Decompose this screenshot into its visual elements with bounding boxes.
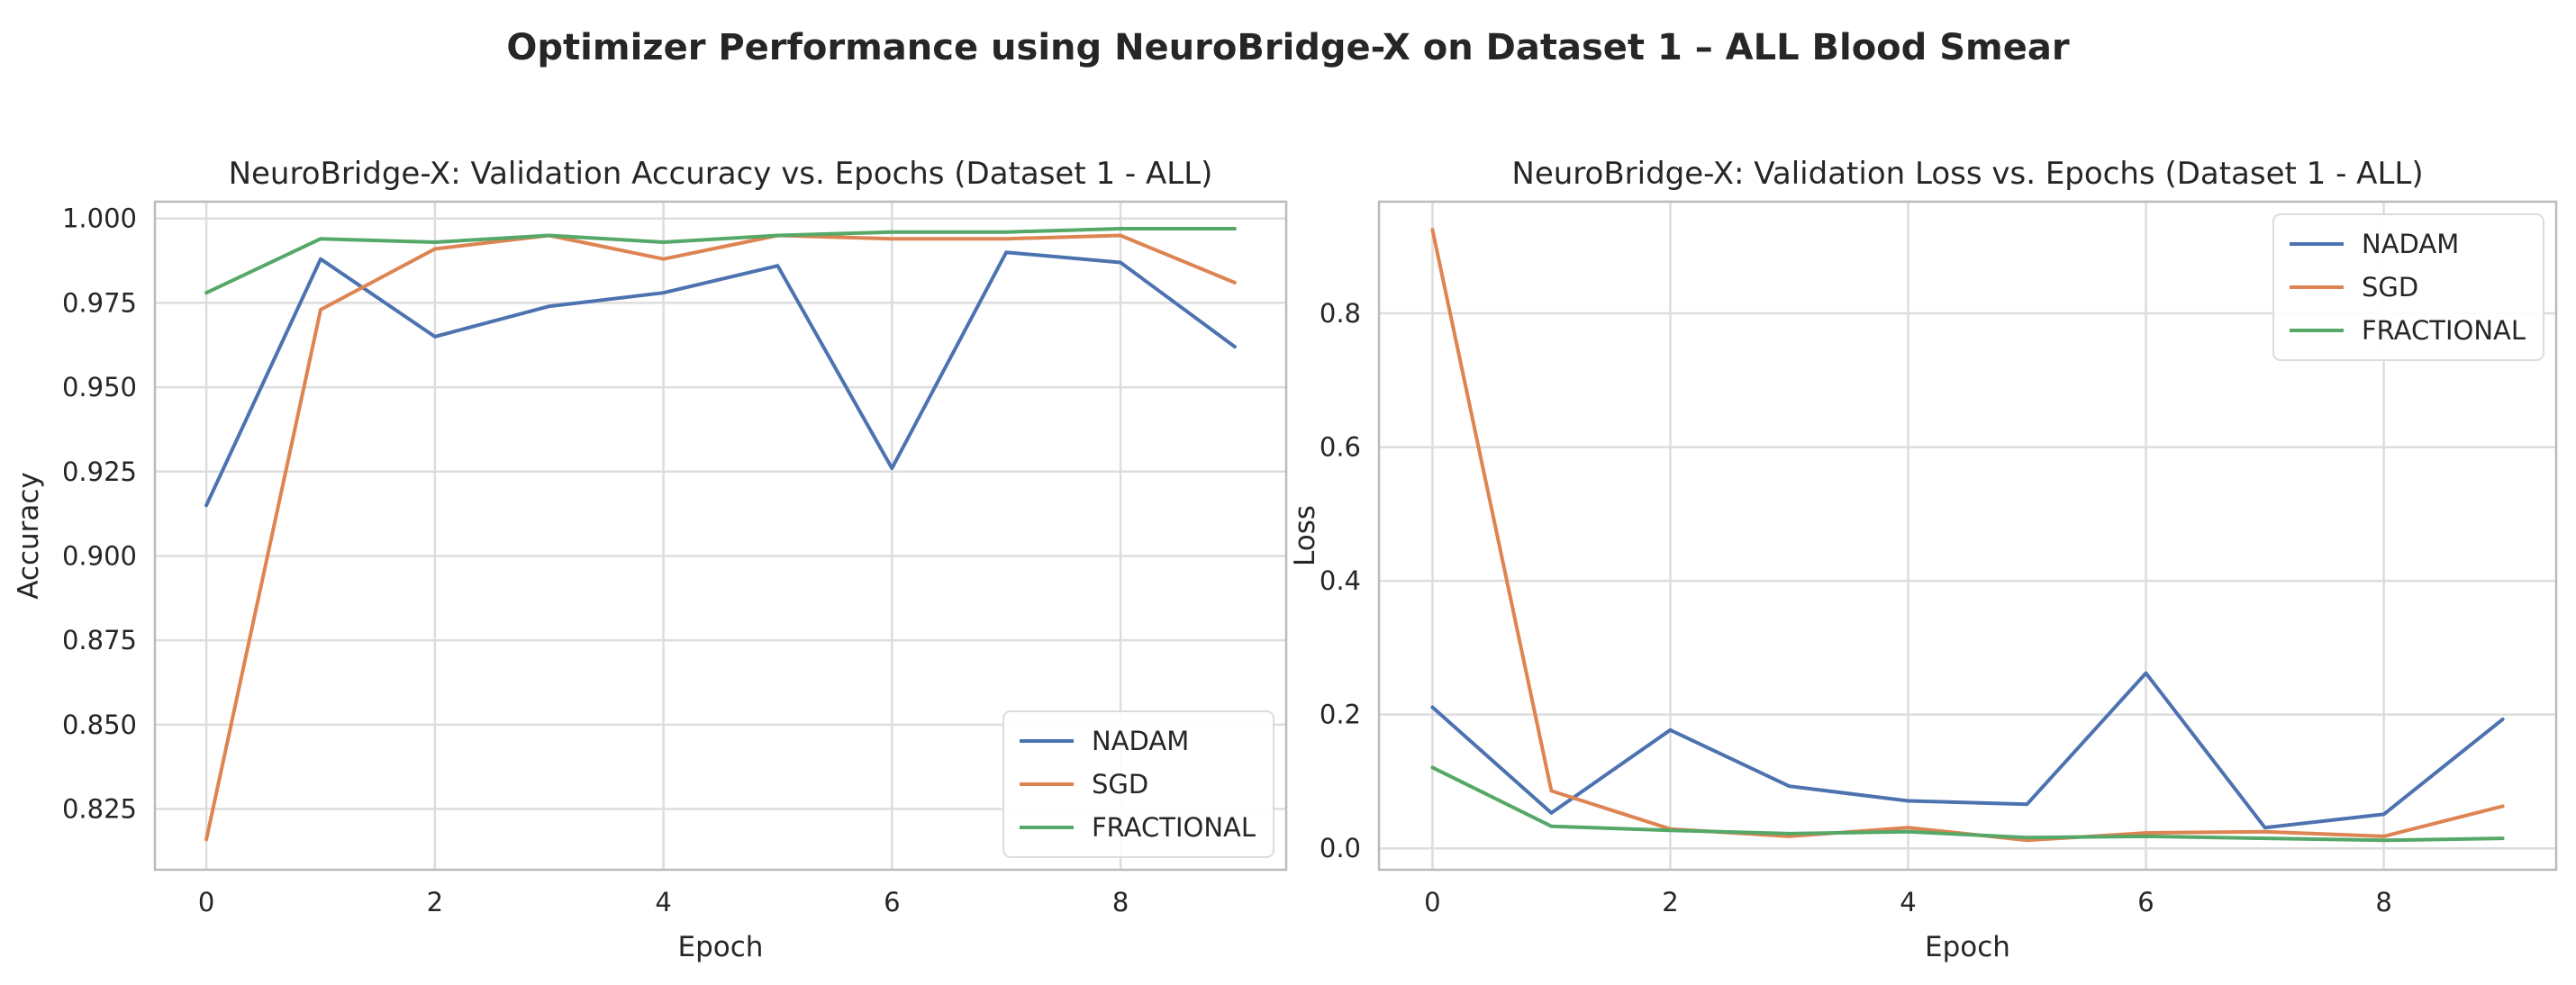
accuracy-y-tick-label: 0.900 xyxy=(62,540,137,571)
loss-legend-label-fractional: FRACTIONAL xyxy=(2362,315,2526,346)
accuracy-x-tick-label: 4 xyxy=(655,887,671,917)
accuracy-chart: 0 2 4 6 8 0.825 0.850 0.875 0.900 0.925 0.950 0.975… xyxy=(13,156,1288,963)
loss-plot-frame xyxy=(1377,200,2558,872)
accuracy-x-tick-label: 0 xyxy=(198,887,214,917)
accuracy-legend-box xyxy=(1002,710,1274,858)
loss-series-line-fractional xyxy=(1430,765,2505,843)
loss-legend: NADAM SGD FRACTIONAL xyxy=(2272,213,2544,361)
loss-x-tick-label: 6 xyxy=(2137,887,2154,917)
loss-y-tick-label: 0.6 xyxy=(1320,432,1361,463)
loss-y-tick-label: 0.8 xyxy=(1320,298,1361,329)
accuracy-series-line-fractional xyxy=(204,227,1237,295)
loss-x-tick-label: 0 xyxy=(1424,887,1440,917)
loss-chart: 0 2 4 6 8 0.0 0.2 0.4 0.6 0.8 NeuroBridge-X: Valid… xyxy=(1289,156,2558,963)
accuracy-y-tick-label: 0.875 xyxy=(62,625,137,655)
accuracy-series-line-sgd xyxy=(204,233,1237,842)
loss-x-tick-label: 2 xyxy=(1662,887,1678,917)
accuracy-legend-label-sgd: SGD xyxy=(1092,769,1148,800)
loss-legend-label-sgd: SGD xyxy=(2362,272,2418,303)
accuracy-y-axis-label: Accuracy xyxy=(13,472,45,600)
accuracy-x-tick-label: 2 xyxy=(427,887,443,917)
loss-legend-box xyxy=(2272,213,2544,361)
accuracy-y-tick-label: 0.825 xyxy=(62,794,137,825)
loss-x-tick-label: 8 xyxy=(2375,887,2391,917)
loss-y-axis-label: Loss xyxy=(1289,505,1321,566)
accuracy-y-tick-label: 0.950 xyxy=(62,372,137,402)
accuracy-y-tick-label: 1.000 xyxy=(62,203,137,234)
accuracy-y-tick-label: 0.975 xyxy=(62,287,137,318)
loss-x-tick-label: 4 xyxy=(1900,887,1916,917)
accuracy-x-axis-label: Epoch xyxy=(678,931,764,963)
accuracy-legend: NADAM SGD FRACTIONAL xyxy=(1002,710,1274,858)
accuracy-legend-label-nadam: NADAM xyxy=(1092,726,1189,756)
loss-y-tick-label: 0.4 xyxy=(1320,565,1361,596)
loss-legend-label-nadam: NADAM xyxy=(2362,229,2459,259)
loss-y-tick-label: 0.0 xyxy=(1320,833,1361,863)
accuracy-y-tick-label: 0.925 xyxy=(62,456,137,487)
loss-chart-title: NeuroBridge-X: Validation Loss vs. Epoch… xyxy=(1511,156,2423,192)
accuracy-x-tick-label: 8 xyxy=(1112,887,1129,917)
accuracy-series-line-nadam xyxy=(204,250,1237,508)
accuracy-chart-title: NeuroBridge-X: Validation Accuracy vs. E… xyxy=(229,156,1213,192)
accuracy-y-tick-label: 0.850 xyxy=(62,709,137,740)
figure-suptitle: Optimizer Performance using NeuroBridge-… xyxy=(506,27,2070,68)
accuracy-plot-frame xyxy=(153,200,1288,872)
loss-y-tick-label: 0.2 xyxy=(1320,700,1361,730)
loss-series-line-nadam xyxy=(1430,671,2505,830)
loss-x-axis-label: Epoch xyxy=(1925,931,2010,963)
accuracy-x-tick-label: 6 xyxy=(884,887,900,917)
accuracy-legend-label-fractional: FRACTIONAL xyxy=(1092,812,1256,843)
